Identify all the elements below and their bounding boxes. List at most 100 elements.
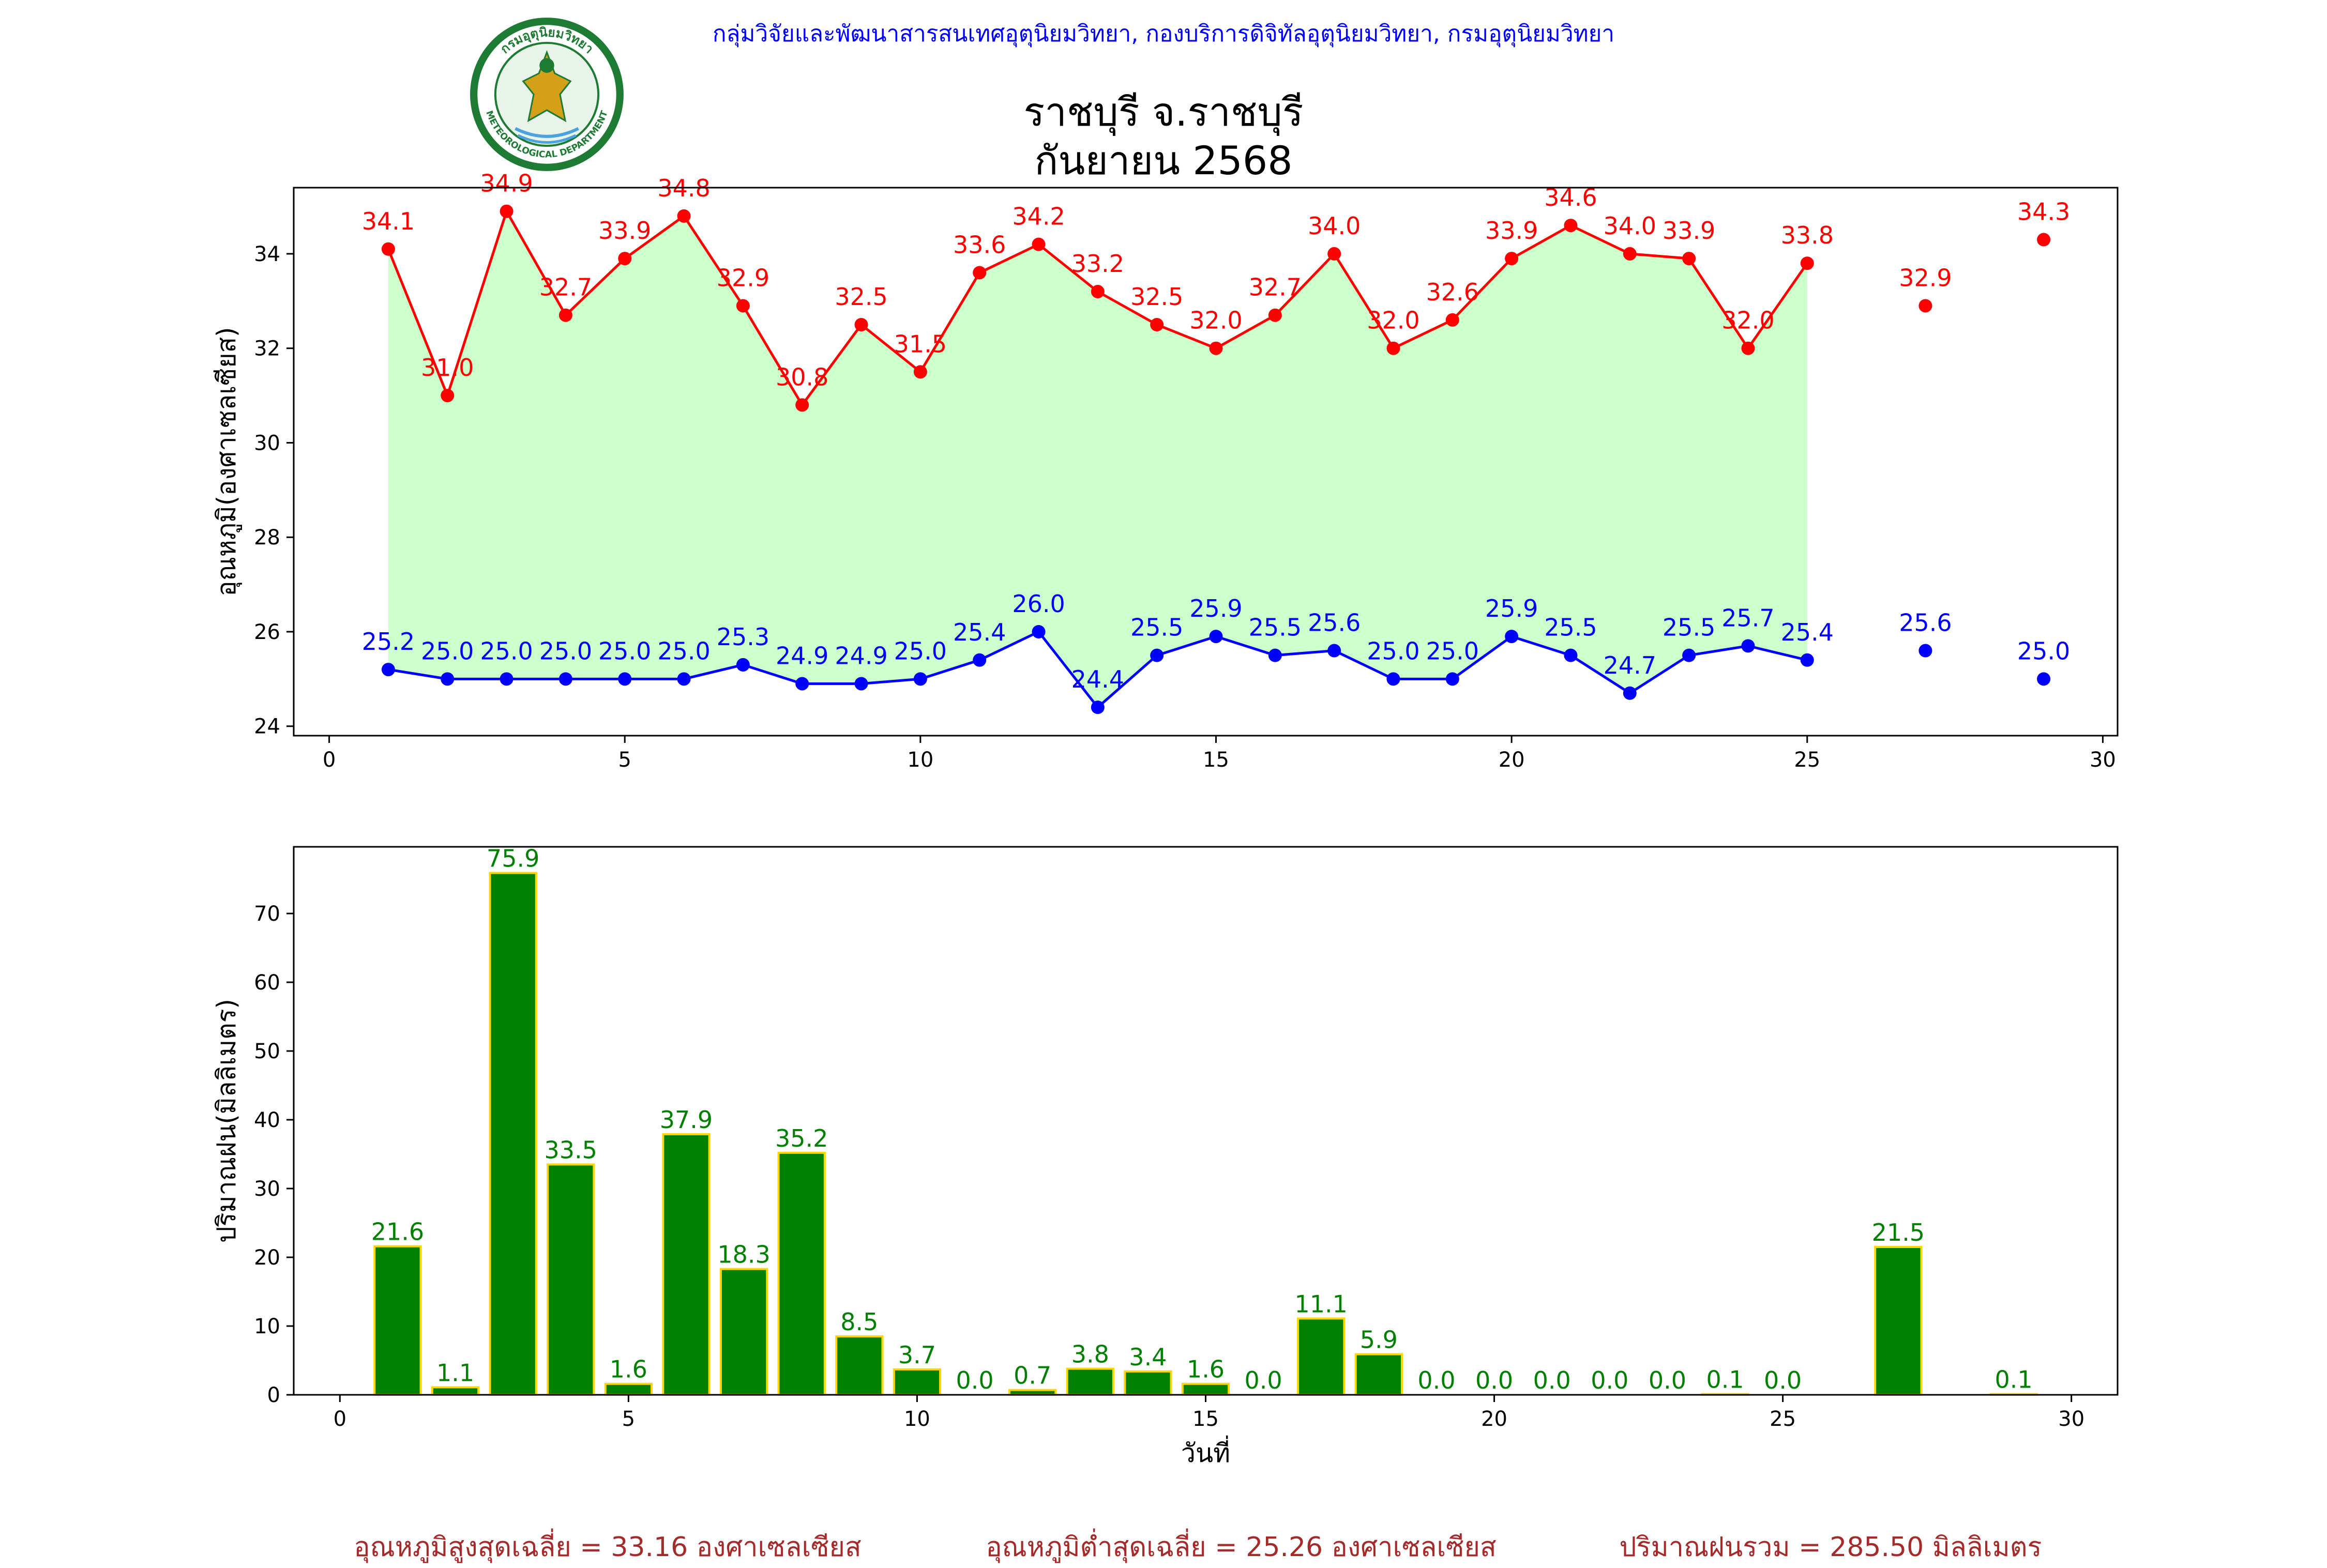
rain-bar-label: 8.5 <box>840 1308 878 1336</box>
min-temp-point <box>381 663 395 677</box>
y-tick-label: 20 <box>254 1246 280 1270</box>
max-temp-label: 33.2 <box>1071 250 1124 278</box>
max-temp-point <box>1386 341 1400 355</box>
rain-bar-label: 3.4 <box>1129 1343 1167 1371</box>
y-tick-label: 40 <box>254 1108 280 1132</box>
rain-bar-label: 11.1 <box>1295 1290 1348 1318</box>
min-temp-label: 25.5 <box>1249 614 1302 642</box>
rain-bar <box>1874 1246 1923 1396</box>
min-temp-point <box>1032 625 1046 638</box>
min-temp-label: 25.4 <box>1781 618 1834 646</box>
chart-title-line2: กันยายน 2568 <box>1034 138 1293 184</box>
min-temp-point <box>1445 672 1459 686</box>
min-temp-label: 25.5 <box>1544 614 1597 642</box>
min-temp-point <box>736 658 750 672</box>
max-temp-point <box>795 398 809 412</box>
x-tick-label: 0 <box>334 1407 346 1431</box>
y-tick-label: 0 <box>267 1383 280 1407</box>
min-temp-label: 25.4 <box>953 618 1006 646</box>
min-temp-label: 25.2 <box>362 628 415 656</box>
y-tick-label: 24 <box>254 715 280 739</box>
min-temp-label: 25.6 <box>1308 609 1361 637</box>
min-temp-label: 25.9 <box>1189 595 1242 622</box>
min-temp-label: 25.9 <box>1485 595 1538 622</box>
max-temp-label: 34.2 <box>1012 203 1065 231</box>
max-temp-point <box>1800 256 1814 270</box>
rain-bar <box>662 1133 711 1396</box>
min-temp-point <box>1091 701 1105 714</box>
max-temp-point <box>2037 233 2051 247</box>
max-temp-point <box>1150 318 1164 331</box>
max-temp-point <box>1505 252 1519 266</box>
max-temp-label: 32.9 <box>1899 264 1952 292</box>
max-temp-label: 32.5 <box>1130 283 1183 311</box>
max-temp-label: 32.0 <box>1367 307 1419 334</box>
avg-min-temp-text: อุณหภูมิต่ำสุดเฉลี่ย = 25.26 องศาเซลเซีย… <box>986 1532 1497 1563</box>
max-temp-label: 32.7 <box>1249 273 1302 301</box>
rain-bar-label: 0.0 <box>1649 1366 1686 1394</box>
min-temp-point <box>1564 648 1578 662</box>
rain-bar <box>835 1335 884 1396</box>
min-temp-point <box>1918 644 1932 658</box>
max-temp-label: 33.8 <box>1781 221 1834 249</box>
rainfall-x-axis-label: วันที่ <box>1181 1436 1230 1468</box>
rain-bar <box>489 872 537 1396</box>
x-tick-label: 20 <box>1499 748 1525 772</box>
rain-bar <box>1297 1317 1346 1396</box>
max-temp-point <box>1741 341 1755 355</box>
max-temp-point <box>1268 308 1282 322</box>
min-temp-label: 25.0 <box>2017 637 2070 665</box>
min-temp-point <box>973 653 987 667</box>
min-temp-point <box>1623 686 1637 700</box>
min-temp-point <box>1268 648 1282 662</box>
x-tick-label: 30 <box>2090 748 2116 772</box>
max-temp-point <box>558 308 572 322</box>
min-temp-label: 25.7 <box>1721 604 1774 632</box>
rain-bar-label: 33.5 <box>545 1136 597 1164</box>
min-temp-point <box>558 672 572 686</box>
max-temp-point <box>500 204 513 218</box>
max-temp-point <box>1032 237 1046 251</box>
rain-bar <box>431 1386 480 1396</box>
min-temp-label: 25.0 <box>539 637 592 665</box>
max-temp-point <box>381 242 395 256</box>
min-temp-label: 25.0 <box>480 637 533 665</box>
x-tick-label: 25 <box>1794 748 1820 772</box>
avg-max-temp-text: อุณหภูมิสูงสุดเฉลี่ย = 33.16 องศาเซลเซีย… <box>354 1532 862 1563</box>
rain-bar-label: 3.8 <box>1071 1340 1109 1368</box>
max-temp-label: 32.7 <box>539 273 592 301</box>
rain-bar-label: 0.0 <box>1533 1366 1571 1394</box>
rain-bar <box>893 1368 942 1396</box>
y-tick-label: 30 <box>254 431 280 455</box>
max-temp-label: 33.9 <box>1663 217 1715 245</box>
min-temp-point <box>677 672 691 686</box>
min-temp-label: 25.3 <box>717 623 769 651</box>
max-temp-point <box>973 266 987 280</box>
max-temp-point <box>736 299 750 313</box>
max-temp-label: 33.6 <box>953 231 1006 258</box>
x-tick-label: 5 <box>622 1407 635 1431</box>
max-temp-label: 34.9 <box>480 170 533 197</box>
rain-bar-label: 1.1 <box>436 1359 474 1387</box>
rain-bar-label: 5.9 <box>1360 1326 1398 1354</box>
rain-bar <box>1124 1370 1172 1396</box>
x-tick-label: 20 <box>1481 1407 1507 1431</box>
min-temp-point <box>1741 639 1755 653</box>
rain-bar-label: 0.0 <box>1764 1366 1802 1394</box>
max-temp-point <box>1209 341 1223 355</box>
min-temp-point <box>618 672 632 686</box>
max-temp-point <box>677 209 691 223</box>
max-temp-point <box>1918 299 1932 313</box>
min-temp-point <box>441 672 455 686</box>
x-tick-label: 10 <box>907 748 933 772</box>
department-logo: กรมอุตุนิยมวิทยา METEOROLOGICAL DEPARTME… <box>470 18 624 171</box>
min-temp-label: 25.0 <box>1367 637 1419 665</box>
max-temp-point <box>441 389 455 403</box>
max-temp-label: 31.0 <box>421 354 474 382</box>
max-temp-point <box>854 318 868 331</box>
total-rainfall-text: ปริมาณฝนรวม = 285.50 มิลลิเมตร <box>1619 1532 2042 1563</box>
x-tick-label: 5 <box>618 748 631 772</box>
max-temp-label: 34.0 <box>1308 212 1361 240</box>
max-temp-label: 34.0 <box>1604 212 1656 240</box>
min-temp-point <box>1386 672 1400 686</box>
